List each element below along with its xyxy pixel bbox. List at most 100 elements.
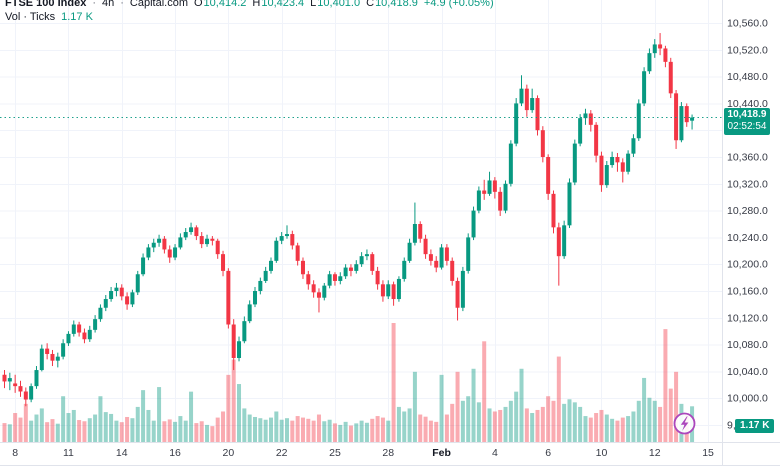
volume-bar — [631, 411, 636, 442]
candle-body — [530, 98, 535, 111]
time-axis[interactable]: 8 11 14 16 20 22 25 28 Feb 4 6 10 12 15 — [12, 447, 714, 459]
volume-bar — [610, 418, 615, 442]
candle-body — [173, 247, 178, 258]
volume-bar — [562, 403, 567, 442]
volume-bar — [247, 414, 252, 442]
volume-bar — [189, 391, 194, 442]
volume-bar — [199, 421, 204, 442]
candle-body — [578, 118, 583, 144]
interval-label[interactable]: 4h — [101, 0, 115, 9]
candle-body — [466, 237, 471, 271]
volume-bar — [50, 419, 55, 442]
volume-bar — [55, 423, 60, 442]
volume-bar — [466, 396, 471, 442]
volume-bar — [546, 396, 551, 442]
volume-bar — [258, 418, 263, 442]
volume-bar — [423, 416, 428, 442]
candle-body — [652, 44, 657, 54]
candle-body — [66, 333, 71, 344]
candle-body — [221, 254, 226, 271]
volume-bar — [588, 417, 593, 442]
volume-bar — [18, 417, 23, 442]
volume-bar — [103, 412, 108, 442]
candle-body — [157, 238, 162, 243]
candle-body — [599, 155, 604, 186]
provider-label: Capital.com — [129, 0, 188, 9]
candle-body — [18, 386, 23, 392]
volume-bar — [652, 400, 657, 442]
volume-bar — [380, 417, 385, 442]
volume-bar — [141, 390, 146, 442]
candle-body — [327, 274, 332, 286]
volume-bar — [556, 356, 561, 442]
candle-body — [450, 260, 455, 281]
candle-body — [103, 299, 108, 308]
volume-bar — [455, 371, 460, 442]
volume-bar — [290, 420, 295, 442]
volume-bar — [412, 371, 417, 442]
candle-body — [295, 245, 300, 261]
candle-body — [476, 190, 481, 211]
volume-bar — [151, 420, 156, 442]
volume-bar — [135, 406, 140, 442]
volume-bar — [343, 421, 348, 442]
candle-body — [189, 227, 194, 233]
time-tick-label: 15 — [702, 447, 714, 459]
volume-bar — [647, 397, 652, 442]
time-tick-label: 11 — [63, 447, 74, 459]
symbol-title[interactable]: FTSE 100 Index — [5, 0, 87, 9]
volume-bar — [253, 416, 258, 442]
candle-body — [141, 257, 146, 275]
volume-bar — [29, 420, 34, 442]
candle-body — [279, 236, 284, 241]
candle-body — [284, 234, 289, 237]
ohlc-close: C 10,418.9 — [366, 0, 418, 9]
candle-body — [311, 284, 316, 293]
lightning-bolt-icon — [680, 416, 689, 431]
volume-bar — [39, 408, 44, 442]
volume-bar — [578, 406, 583, 442]
volume-bar — [396, 406, 401, 442]
candle-body — [199, 236, 204, 245]
candle-body — [562, 225, 567, 257]
candle-body — [455, 280, 460, 308]
volume-bar — [370, 418, 375, 442]
candle-body — [119, 287, 124, 297]
candle-body — [503, 183, 508, 211]
volume-bar — [269, 417, 273, 442]
volume-bar — [402, 411, 407, 442]
volume-pane — [2, 323, 695, 442]
price-tick-label: 10,520.0 — [727, 44, 768, 56]
candle-body — [519, 88, 524, 104]
candle-body — [647, 53, 652, 72]
candle-body — [258, 280, 263, 291]
volume-bar — [119, 422, 124, 442]
volume-study-label[interactable]: Vol · Ticks — [5, 11, 56, 23]
candle-body — [348, 267, 353, 271]
candle-body — [551, 193, 556, 228]
price-axis[interactable]: 10,560.0 10,520.0 10,480.0 10,440.0 10,360.0… — [727, 18, 768, 432]
candle-body — [194, 227, 199, 237]
volume-bar — [338, 424, 343, 442]
time-tick-label: 16 — [169, 447, 181, 459]
volume-bar — [620, 417, 625, 442]
candle-body — [269, 260, 273, 271]
candle-body — [444, 247, 449, 261]
volume-bar — [274, 411, 279, 442]
volume-bar — [23, 403, 28, 442]
volume-bar — [450, 403, 455, 442]
candle-body — [77, 324, 82, 333]
candle-body — [663, 48, 668, 62]
price-tick-label: 10,360.0 — [727, 152, 768, 164]
candle-body — [7, 378, 12, 382]
candle-body — [498, 191, 503, 211]
candle-body — [642, 71, 647, 104]
candle-body — [300, 260, 305, 275]
volume-bar — [428, 420, 433, 442]
volume-bar — [615, 420, 620, 442]
market-status-icon[interactable] — [673, 412, 696, 435]
volume-bar — [210, 426, 215, 442]
price-tick-label: 10,200.0 — [727, 259, 768, 271]
volume-bar — [183, 420, 188, 442]
